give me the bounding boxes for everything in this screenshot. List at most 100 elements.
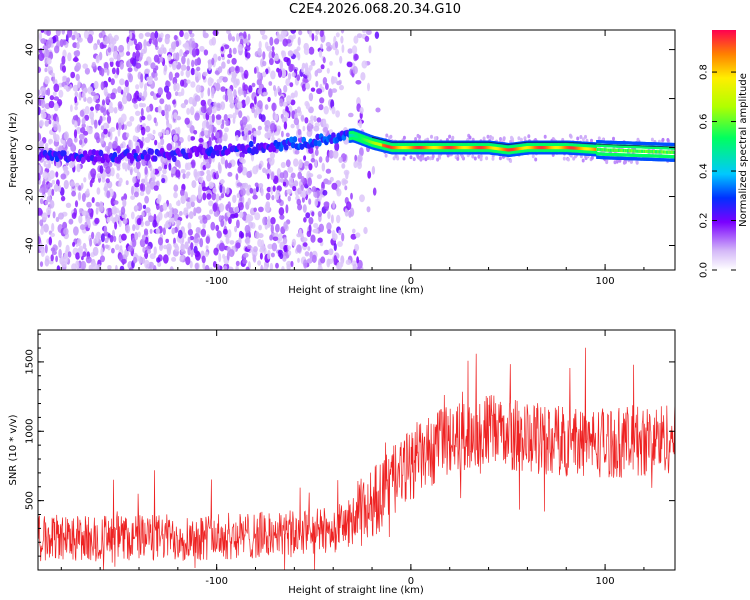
heatmap-cell <box>190 67 195 76</box>
heatmap-cell <box>229 66 236 73</box>
heatmap-cell <box>218 203 225 212</box>
heatmap-cell <box>86 188 90 195</box>
heatmap-cell <box>99 136 105 145</box>
heatmap-cell <box>113 235 117 243</box>
heatmap-cell <box>323 201 330 207</box>
heatmap-cell <box>402 135 406 140</box>
heatmap-cell <box>325 168 332 174</box>
heatmap-cell <box>78 185 82 191</box>
heatmap-cell <box>111 67 116 75</box>
heatmap-cell <box>100 81 105 91</box>
heatmap-cell <box>142 123 146 128</box>
chart-title: C2E4.2026.068.20.34.G10 <box>288 2 462 17</box>
heatmap-cell <box>141 115 146 121</box>
heatmap-cell <box>290 260 294 268</box>
heatmap-cell <box>168 163 172 171</box>
heatmap-cell <box>145 185 151 195</box>
heatmap-cell <box>433 136 437 141</box>
heatmap-cell <box>254 147 259 155</box>
heatmap-cell <box>156 214 160 224</box>
heatmap-cell <box>53 102 59 112</box>
colorbar-tick-label: 0.4 <box>699 163 710 179</box>
heatmap-cell <box>268 81 273 86</box>
heatmap-cell <box>104 36 110 44</box>
heatmap-cell <box>153 185 159 192</box>
heatmap-cell <box>153 117 157 124</box>
heatmap-cell <box>127 245 134 252</box>
heatmap-cell <box>111 247 115 254</box>
heatmap-cell <box>58 248 62 259</box>
heatmap-cell <box>322 189 328 196</box>
heatmap-cell <box>118 182 122 187</box>
heatmap-cell <box>95 201 100 207</box>
heatmap-cell <box>290 99 296 106</box>
heatmap-cell <box>44 143 49 148</box>
heatmap-cell <box>194 58 199 66</box>
heatmap-cell <box>216 137 223 144</box>
heatmap-cell <box>436 157 440 162</box>
heatmap-cell <box>337 241 343 247</box>
heatmap-cell <box>86 96 93 104</box>
heatmap-cell <box>72 42 78 49</box>
heatmap-cell <box>283 56 290 63</box>
heatmap-cell <box>269 58 274 66</box>
heatmap-cell <box>308 46 315 55</box>
heatmap-cell <box>55 171 59 178</box>
heatmap-cell <box>165 111 169 121</box>
heatmap-cell <box>306 258 313 264</box>
heatmap-cell <box>117 86 122 94</box>
heatmap-cell <box>47 65 51 72</box>
heatmap-cell <box>322 127 328 133</box>
heatmap-cell <box>307 173 314 178</box>
heatmap-cell <box>287 166 294 173</box>
heatmap-cell <box>255 106 261 116</box>
heatmap-cell <box>187 228 193 236</box>
heatmap-cell <box>359 194 365 203</box>
heatmap-cell <box>119 61 124 70</box>
heatmap-cell <box>50 232 55 238</box>
heatmap-cell <box>262 71 267 78</box>
heatmap-cell <box>237 43 243 52</box>
heatmap-cell <box>55 160 61 169</box>
heatmap-cell <box>310 115 315 121</box>
heatmap-cell <box>187 222 192 230</box>
heatmap-cell <box>302 125 306 132</box>
heatmap-cell <box>197 190 202 200</box>
heatmap-cell <box>584 134 587 139</box>
heatmap-cell <box>157 166 163 172</box>
heatmap-cell <box>211 132 215 141</box>
heatmap-cell <box>260 264 264 270</box>
heatmap-cell <box>287 245 291 251</box>
heatmap-cell <box>134 182 140 188</box>
heatmap-cell <box>115 145 121 154</box>
heatmap-cell <box>169 208 173 217</box>
heatmap-cell <box>227 162 232 169</box>
heatmap-cell <box>302 242 308 247</box>
heatmap-cell <box>271 46 275 52</box>
heatmap-cell <box>162 47 167 54</box>
heatmap-cell <box>193 238 200 244</box>
heatmap-cell <box>140 183 144 191</box>
top-x-tick-label: -100 <box>205 276 228 287</box>
heatmap-cell <box>172 208 179 215</box>
heatmap-cell <box>262 60 267 67</box>
heatmap-cell <box>270 172 275 181</box>
heatmap-cell <box>93 95 99 100</box>
heatmap-cell <box>277 249 283 255</box>
heatmap-cell <box>213 247 219 256</box>
heatmap-cell <box>256 130 262 136</box>
heatmap-cell <box>636 137 640 142</box>
heatmap-cell <box>251 82 256 88</box>
heatmap-cell <box>175 52 180 62</box>
heatmap-cell <box>128 139 132 148</box>
heatmap-cell <box>270 252 275 258</box>
heatmap-cell <box>240 232 245 239</box>
heatmap-cell <box>74 91 79 98</box>
heatmap-cell <box>226 88 233 97</box>
heatmap-cell <box>102 171 107 178</box>
heatmap-cell <box>225 119 230 127</box>
heatmap-cell <box>270 224 274 234</box>
heatmap-cell <box>233 98 239 104</box>
heatmap-cell <box>328 149 334 159</box>
heatmap-cell <box>249 187 254 194</box>
